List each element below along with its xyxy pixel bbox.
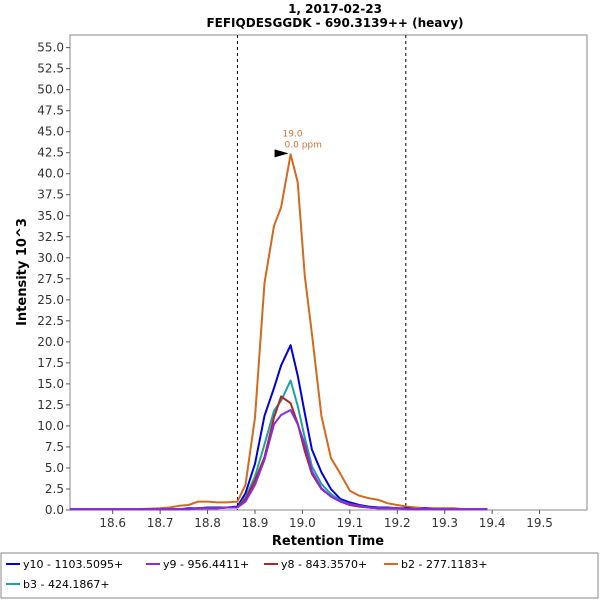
legend-entry: y9 - 956.4411+ bbox=[163, 558, 249, 571]
y-axis-label: Intensity 10^3 bbox=[15, 218, 30, 326]
y-tick-label: 52.5 bbox=[37, 62, 64, 76]
y-tick-label: 30.0 bbox=[37, 251, 64, 265]
y-tick-label: 5.0 bbox=[45, 461, 64, 475]
x-tick-label: 18.7 bbox=[147, 516, 174, 530]
y-tick-label: 50.0 bbox=[37, 83, 64, 97]
y-tick-label: 7.5 bbox=[45, 440, 64, 454]
y-tick-label: 15.0 bbox=[37, 377, 64, 391]
y-tick-label: 45.0 bbox=[37, 125, 64, 139]
legend-entry: b2 - 277.1183+ bbox=[401, 558, 488, 571]
peak-rt-label: 19.0 bbox=[283, 129, 303, 139]
x-axis-ticks: 18.6 18.7 18.8 18.9 19.0 19.1 19.2 19.3 19.4 19.5 bbox=[99, 510, 553, 530]
legend-entry: y8 - 843.3570+ bbox=[281, 558, 367, 571]
x-tick-label: 19.2 bbox=[384, 516, 411, 530]
x-tick-label: 19.1 bbox=[336, 516, 363, 530]
y-tick-label: 10.0 bbox=[37, 419, 64, 433]
y-tick-label: 12.5 bbox=[37, 398, 64, 412]
x-tick-label: 19.5 bbox=[526, 516, 553, 530]
x-tick-label: 19.4 bbox=[479, 516, 506, 530]
legend: y10 - 1103.5095+ y9 - 956.4411+ y8 - 843.3… bbox=[6, 558, 488, 591]
y-tick-label: 35.0 bbox=[37, 209, 64, 223]
peak-marker-arrow bbox=[274, 149, 289, 158]
chart-subtitle: FEFIQDESGGDK - 690.3139++ (heavy) bbox=[206, 16, 463, 30]
x-tick-label: 19.3 bbox=[431, 516, 458, 530]
legend-entry: b3 - 424.1867+ bbox=[23, 578, 110, 591]
integration-boundaries bbox=[236, 35, 407, 510]
y-tick-label: 32.5 bbox=[37, 230, 64, 244]
y-tick-label: 22.5 bbox=[37, 314, 64, 328]
x-tick-label: 19.0 bbox=[289, 516, 316, 530]
y-tick-label: 37.5 bbox=[37, 188, 64, 202]
peak-annotation: 19.0 0.0 ppm bbox=[274, 129, 322, 158]
y-axis-ticks: 0.0 2.5 5.0 7.5 10.0 12.5 15.0 17.5 20.0 22.5 25.0… bbox=[37, 41, 70, 517]
x-axis-label: Retention Time bbox=[272, 534, 384, 549]
series-line-1 bbox=[70, 409, 488, 511]
y-tick-label: 0.0 bbox=[45, 503, 64, 517]
series-lines bbox=[70, 153, 488, 511]
y-tick-label: 17.5 bbox=[37, 356, 64, 370]
peak-ppm-label: 0.0 ppm bbox=[285, 140, 322, 150]
x-tick-label: 18.9 bbox=[242, 516, 269, 530]
x-tick-label: 18.8 bbox=[194, 516, 221, 530]
y-tick-label: 2.5 bbox=[45, 482, 64, 496]
y-tick-label: 40.0 bbox=[37, 167, 64, 181]
y-tick-label: 20.0 bbox=[37, 335, 64, 349]
legend-entry: y10 - 1103.5095+ bbox=[23, 558, 123, 571]
y-tick-label: 42.5 bbox=[37, 146, 64, 160]
y-tick-label: 55.0 bbox=[37, 41, 64, 55]
plot-area bbox=[69, 34, 588, 511]
x-tick-label: 18.6 bbox=[99, 516, 126, 530]
chart-title: 1, 2017-02-23 bbox=[288, 2, 382, 16]
y-tick-label: 25.0 bbox=[37, 293, 64, 307]
y-tick-label: 47.5 bbox=[37, 104, 64, 118]
y-tick-label: 27.5 bbox=[37, 272, 64, 286]
legend-box bbox=[0, 552, 599, 599]
